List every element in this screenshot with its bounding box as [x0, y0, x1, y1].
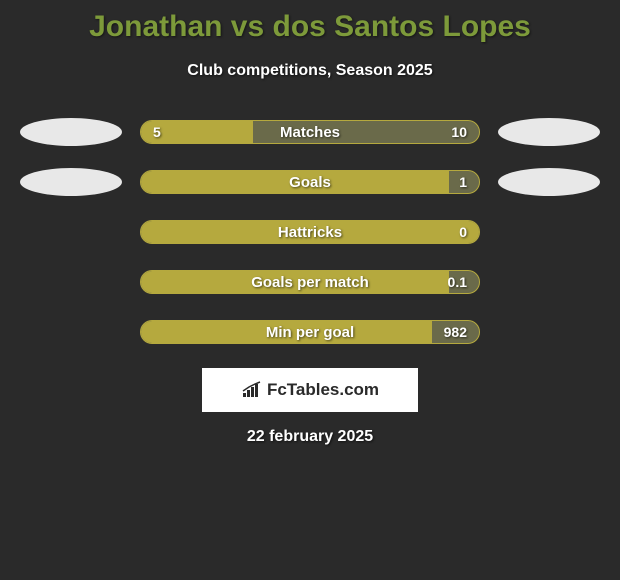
stat-rows: 5 Matches 10 Goals 1 Hattricks 0 — [0, 118, 620, 346]
stat-value-right: 1 — [459, 171, 467, 193]
badge-spacer — [498, 318, 600, 346]
badge-spacer — [20, 318, 122, 346]
stat-bar: Goals per match 0.1 — [140, 270, 480, 294]
date-label: 22 february 2025 — [0, 428, 620, 446]
stat-label: Matches — [141, 121, 479, 143]
team-badge-left — [20, 168, 122, 196]
stat-bar: Goals 1 — [140, 170, 480, 194]
source-logo-text: FcTables.com — [267, 380, 379, 400]
stat-row: Goals 1 — [0, 168, 620, 196]
stat-label: Hattricks — [141, 221, 479, 243]
stat-value-right: 0.1 — [448, 271, 467, 293]
team-badge-right — [498, 168, 600, 196]
team-badge-left — [20, 118, 122, 146]
badge-spacer — [498, 218, 600, 246]
page-subtitle: Club competitions, Season 2025 — [0, 62, 620, 80]
comparison-infographic: Jonathan vs dos Santos Lopes Club compet… — [0, 0, 620, 580]
stat-bar: Min per goal 982 — [140, 320, 480, 344]
stat-value-right: 0 — [459, 221, 467, 243]
badge-spacer — [20, 218, 122, 246]
stat-row: Hattricks 0 — [0, 218, 620, 246]
stat-label: Goals per match — [141, 271, 479, 293]
stat-label: Goals — [141, 171, 479, 193]
stat-bar: 5 Matches 10 — [140, 120, 480, 144]
stat-label: Min per goal — [141, 321, 479, 343]
badge-spacer — [498, 268, 600, 296]
badge-spacer — [20, 268, 122, 296]
stat-value-right: 982 — [444, 321, 467, 343]
team-badge-right — [498, 118, 600, 146]
bar-chart-icon — [241, 381, 263, 399]
stat-bar: Hattricks 0 — [140, 220, 480, 244]
stat-value-right: 10 — [451, 121, 467, 143]
source-logo: FcTables.com — [202, 368, 418, 412]
stat-row: Goals per match 0.1 — [0, 268, 620, 296]
stat-row: Min per goal 982 — [0, 318, 620, 346]
page-title: Jonathan vs dos Santos Lopes — [0, 0, 620, 44]
stat-row: 5 Matches 10 — [0, 118, 620, 146]
